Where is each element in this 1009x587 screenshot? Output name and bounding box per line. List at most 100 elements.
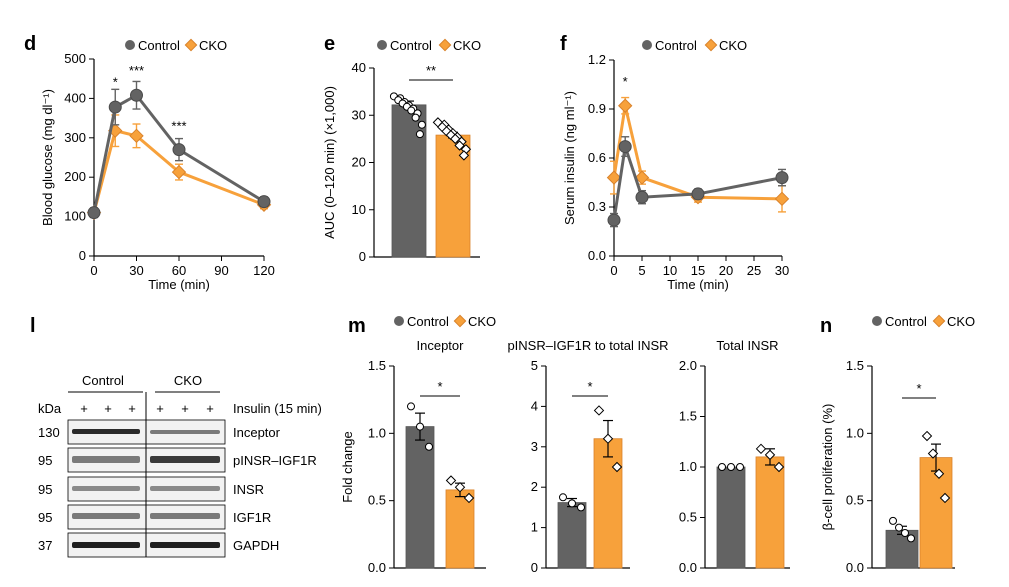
data-point-cko <box>774 191 790 207</box>
data-point-cko <box>602 433 614 444</box>
panel-letter-l: l <box>30 315 36 337</box>
legend-cko-marker <box>453 314 467 328</box>
blot-kda: 37 <box>38 538 52 553</box>
legend-d: Control CKO <box>125 38 227 53</box>
data-point-control <box>87 206 101 220</box>
y-tick-label: 0.5 <box>679 510 697 525</box>
data-point-control <box>901 528 909 537</box>
y-tick-label: 2.0 <box>679 358 697 373</box>
data-point-cko <box>463 492 475 504</box>
chart-title: Total INSR <box>716 338 778 353</box>
blot-insulin-label: Insulin (15 min) <box>233 401 322 416</box>
blot-group-label-control: Control <box>82 373 124 388</box>
chart-m-pinsr-ratio: 0 1 2 3 4 5 pINSR–IGF1R to total INSR * <box>507 338 668 575</box>
data-point-control <box>559 493 567 502</box>
data-point-control <box>895 523 903 532</box>
data-point-control <box>607 213 621 227</box>
y-tick-label: 20 <box>352 155 366 170</box>
x-tick-label: 5 <box>638 263 645 278</box>
blot-band <box>150 542 220 548</box>
x-tick-label: 0 <box>610 263 617 278</box>
data-point-control <box>411 113 420 122</box>
y-axis-label: AUC (0–120 min) (×1,000) <box>322 86 337 239</box>
data-point-cko <box>927 448 939 459</box>
blot-kda-label: kDa <box>38 401 62 416</box>
data-point-control <box>257 195 271 209</box>
chart-d-blood-glucose: 0 100 200 300 400 500 Blood glucose (mg dl⁻¹) 0… <box>40 51 275 292</box>
y-tick-label: 4 <box>531 398 538 413</box>
y-tick-label: 1.0 <box>368 425 386 440</box>
data-point-control <box>635 190 649 204</box>
chart-n-proliferation: 0.0 0.5 1.0 1.5 β-cell proliferation (%) * <box>820 358 955 575</box>
data-point-control <box>568 499 576 508</box>
blot-kda: 130 <box>38 425 60 440</box>
chart-title: Inceptor <box>417 338 465 353</box>
significance-mark: * <box>113 75 118 90</box>
y-tick-label: 0 <box>79 248 86 263</box>
y-axis-label: β-cell proliferation (%) <box>820 404 835 531</box>
legend-control-label: Control <box>885 314 927 329</box>
data-point-cko <box>171 164 187 180</box>
y-axis-label: Serum insulin (ng ml⁻¹) <box>562 91 577 225</box>
bar-control <box>716 466 746 569</box>
data-point-control <box>172 143 186 157</box>
blot-plus-5: + <box>181 401 189 416</box>
bar-cko <box>755 456 785 569</box>
y-tick-label: 400 <box>64 90 86 105</box>
legend-control-marker <box>642 40 652 50</box>
y-tick-label: 100 <box>64 209 86 224</box>
blot-kda: 95 <box>38 510 52 525</box>
x-tick-label: 10 <box>663 263 677 278</box>
data-point-cko <box>593 405 605 416</box>
data-point-cko <box>921 430 933 442</box>
data-point-control <box>416 422 424 431</box>
y-axis-label: Blood glucose (mg dl⁻¹) <box>40 89 55 226</box>
legend-cko-label: CKO <box>468 314 496 329</box>
blot-plus-4: + <box>156 401 164 416</box>
data-point-control <box>727 463 735 471</box>
blot-band <box>72 513 140 519</box>
significance-mark: * <box>437 379 442 394</box>
y-tick-label: 1 <box>531 520 538 535</box>
y-tick-label: 0.3 <box>588 199 606 214</box>
data-point-control <box>618 140 632 154</box>
data-point-control <box>407 402 415 411</box>
blot-kda: 95 <box>38 453 52 468</box>
legend-control-label: Control <box>390 38 432 53</box>
x-tick-label: 120 <box>253 263 275 278</box>
y-tick-label: 1.0 <box>679 459 697 474</box>
significance-mark: * <box>916 381 921 396</box>
data-point-control <box>889 516 897 525</box>
blot-row: 95 pINSR–IGF1R <box>38 447 317 473</box>
data-point-control <box>691 187 705 201</box>
y-tick-label: 2 <box>531 479 538 494</box>
blot-band <box>150 456 220 463</box>
blot-band <box>72 456 140 463</box>
legend-m: Control CKO <box>394 314 496 329</box>
legend-control-label: Control <box>407 314 449 329</box>
legend-cko-label: CKO <box>453 38 481 53</box>
data-point-cko <box>458 150 470 161</box>
x-tick-label: 30 <box>775 263 789 278</box>
data-point-cko <box>939 492 951 504</box>
y-tick-label: 1.5 <box>368 358 386 373</box>
legend-cko-marker <box>438 38 452 52</box>
data-point-cko <box>611 461 623 473</box>
y-tick-label: 0 <box>359 249 366 264</box>
legend-e: Control CKO <box>377 38 481 53</box>
data-point-cko <box>606 170 622 185</box>
blot-band <box>72 429 140 434</box>
legend-control-label: Control <box>138 38 180 53</box>
significance-mark: * <box>587 379 592 394</box>
legend-cko-label: CKO <box>947 314 975 329</box>
data-point-control <box>130 88 143 102</box>
blot-protein-label: pINSR–IGF1R <box>233 453 317 468</box>
data-point-control <box>907 534 915 543</box>
x-tick-label: 60 <box>172 263 186 278</box>
y-tick-label: 1.0 <box>846 425 864 440</box>
chart-title: pINSR–IGF1R to total INSR <box>507 338 668 353</box>
blot-band <box>150 430 220 434</box>
y-tick-label: 1.5 <box>679 409 697 424</box>
chart-m-total-insr: 0.0 0.5 1.0 1.5 2.0 Total INSR <box>679 338 790 575</box>
y-tick-label: 5 <box>531 358 538 373</box>
